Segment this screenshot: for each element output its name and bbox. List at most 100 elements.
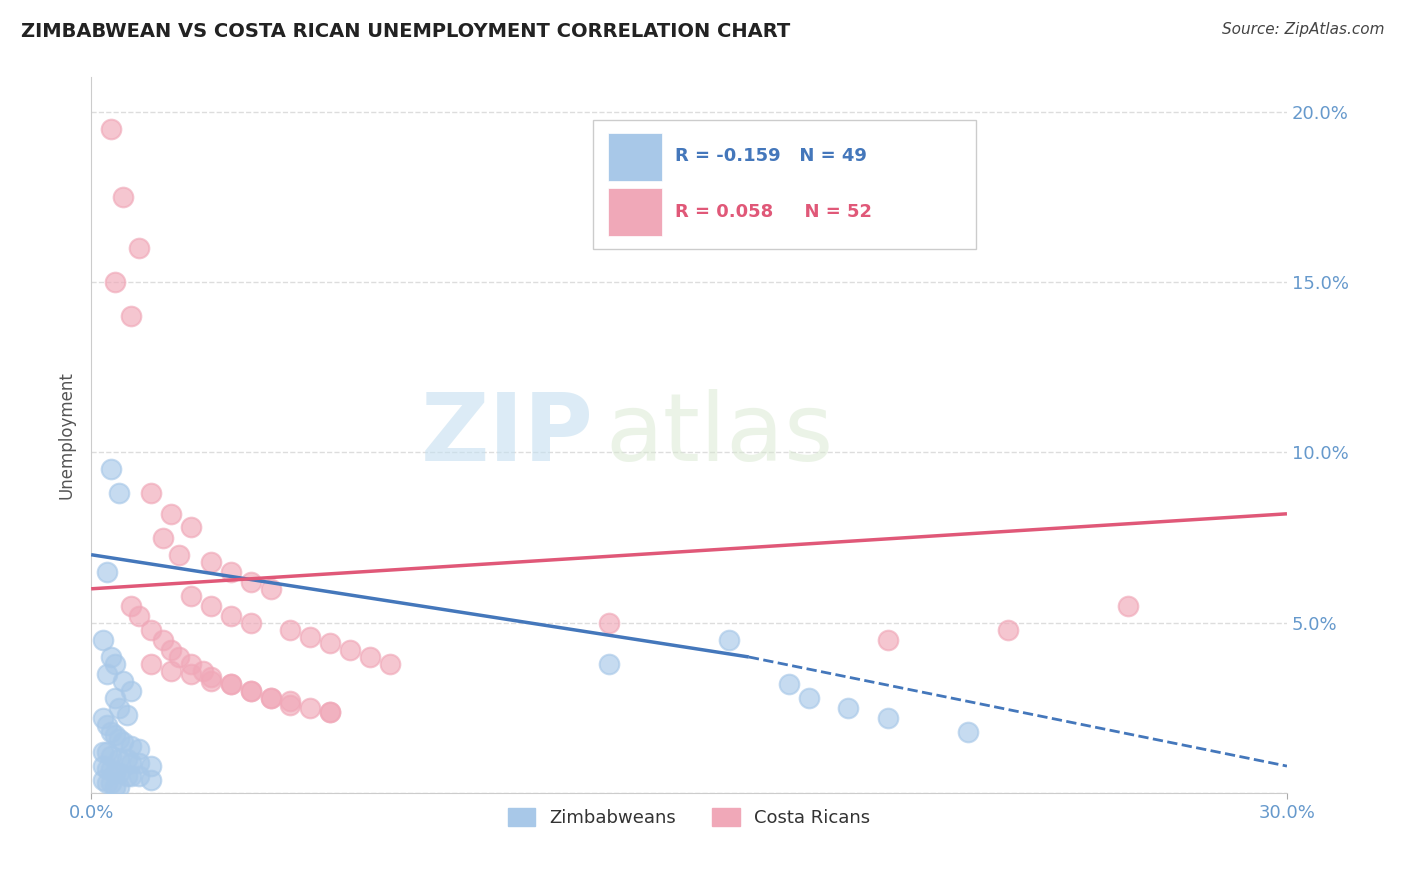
Point bbox=[180, 657, 202, 671]
Point bbox=[104, 780, 127, 794]
Point bbox=[108, 752, 131, 766]
Text: R = -0.159   N = 49: R = -0.159 N = 49 bbox=[675, 147, 866, 165]
Point bbox=[112, 673, 135, 688]
Point bbox=[120, 769, 142, 783]
Point bbox=[957, 725, 980, 739]
Point bbox=[139, 623, 162, 637]
Point bbox=[339, 643, 361, 657]
FancyBboxPatch shape bbox=[593, 120, 976, 249]
Point bbox=[104, 765, 127, 780]
Point bbox=[319, 705, 342, 719]
Point bbox=[104, 728, 127, 742]
Point bbox=[219, 677, 242, 691]
Point bbox=[108, 731, 131, 746]
Point bbox=[299, 630, 322, 644]
Point bbox=[91, 711, 114, 725]
Point bbox=[100, 776, 122, 790]
Point bbox=[180, 589, 202, 603]
Point bbox=[120, 739, 142, 753]
Point bbox=[100, 725, 122, 739]
Point bbox=[167, 548, 190, 562]
Point bbox=[96, 763, 118, 777]
Point bbox=[378, 657, 401, 671]
Point bbox=[108, 486, 131, 500]
FancyBboxPatch shape bbox=[607, 187, 662, 236]
Point bbox=[96, 565, 118, 579]
Point bbox=[115, 708, 138, 723]
Text: ZIMBABWEAN VS COSTA RICAN UNEMPLOYMENT CORRELATION CHART: ZIMBABWEAN VS COSTA RICAN UNEMPLOYMENT C… bbox=[21, 22, 790, 41]
Point bbox=[1116, 599, 1139, 613]
Point bbox=[108, 765, 131, 780]
Point bbox=[100, 748, 122, 763]
Point bbox=[128, 769, 150, 783]
Point bbox=[200, 555, 222, 569]
Point bbox=[128, 609, 150, 624]
Point bbox=[112, 735, 135, 749]
Point bbox=[100, 650, 122, 665]
Point bbox=[91, 772, 114, 787]
Point bbox=[280, 698, 302, 712]
Point bbox=[108, 701, 131, 715]
Point bbox=[91, 759, 114, 773]
Point bbox=[115, 769, 138, 783]
FancyBboxPatch shape bbox=[607, 133, 662, 181]
Point bbox=[139, 486, 162, 500]
Point bbox=[359, 650, 381, 665]
Point bbox=[877, 711, 900, 725]
Point bbox=[120, 599, 142, 613]
Point bbox=[100, 121, 122, 136]
Text: atlas: atlas bbox=[606, 390, 834, 482]
Point bbox=[128, 241, 150, 255]
Point bbox=[160, 664, 183, 678]
Point bbox=[152, 531, 174, 545]
Text: Source: ZipAtlas.com: Source: ZipAtlas.com bbox=[1222, 22, 1385, 37]
Point bbox=[280, 623, 302, 637]
Point bbox=[837, 701, 859, 715]
Point bbox=[717, 632, 740, 647]
Point bbox=[191, 664, 214, 678]
Point bbox=[280, 694, 302, 708]
Text: ZIP: ZIP bbox=[420, 390, 593, 482]
Point bbox=[180, 667, 202, 681]
Point bbox=[167, 650, 190, 665]
Point bbox=[239, 615, 262, 630]
Point bbox=[100, 763, 122, 777]
Point bbox=[239, 574, 262, 589]
Point bbox=[139, 759, 162, 773]
Point bbox=[96, 776, 118, 790]
Point bbox=[115, 752, 138, 766]
Point bbox=[259, 582, 281, 596]
Point bbox=[139, 657, 162, 671]
Point bbox=[259, 690, 281, 705]
Point bbox=[877, 632, 900, 647]
Point bbox=[96, 667, 118, 681]
Point bbox=[997, 623, 1019, 637]
Point bbox=[104, 657, 127, 671]
Point bbox=[319, 705, 342, 719]
Point bbox=[219, 609, 242, 624]
Point bbox=[598, 657, 620, 671]
Point bbox=[797, 690, 820, 705]
Point bbox=[598, 615, 620, 630]
Point bbox=[108, 780, 131, 794]
Point bbox=[219, 677, 242, 691]
Point bbox=[120, 684, 142, 698]
Point bbox=[152, 632, 174, 647]
Point bbox=[96, 746, 118, 760]
Text: R = 0.058     N = 52: R = 0.058 N = 52 bbox=[675, 203, 872, 221]
Point bbox=[259, 690, 281, 705]
Point bbox=[319, 636, 342, 650]
Point bbox=[160, 507, 183, 521]
Point bbox=[200, 599, 222, 613]
Point bbox=[91, 632, 114, 647]
Point bbox=[180, 520, 202, 534]
Point bbox=[778, 677, 800, 691]
Point bbox=[100, 462, 122, 476]
Point bbox=[112, 190, 135, 204]
Point bbox=[200, 670, 222, 684]
Y-axis label: Unemployment: Unemployment bbox=[58, 371, 75, 500]
Point bbox=[120, 309, 142, 323]
Point bbox=[160, 643, 183, 657]
Point bbox=[96, 718, 118, 732]
Point bbox=[219, 565, 242, 579]
